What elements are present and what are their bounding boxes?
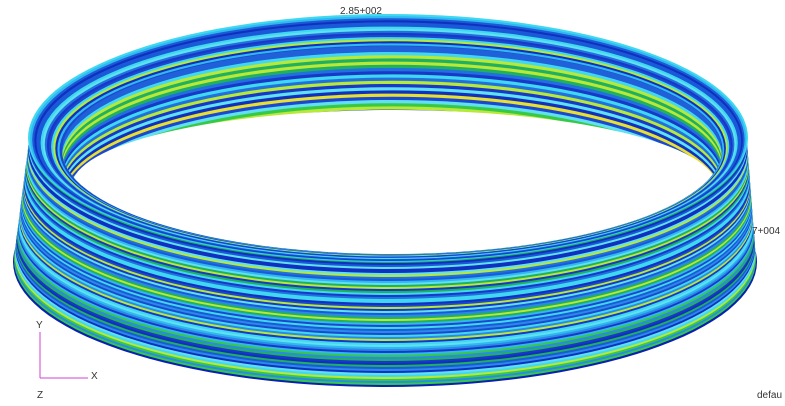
page: {"labels": {"top_value": "2.85+002", "ri… [0, 0, 785, 401]
view-name: defau [757, 390, 782, 401]
triad-y-label: Y [36, 320, 43, 331]
right-value-label: 7+004 [752, 226, 781, 237]
viewport: 2.85+002 7+004 defau Y X Z [0, 0, 785, 401]
top-value-label: 2.85+002 [340, 6, 382, 17]
triad-z-label: Z [37, 390, 43, 401]
triad-x-label: X [91, 371, 98, 382]
